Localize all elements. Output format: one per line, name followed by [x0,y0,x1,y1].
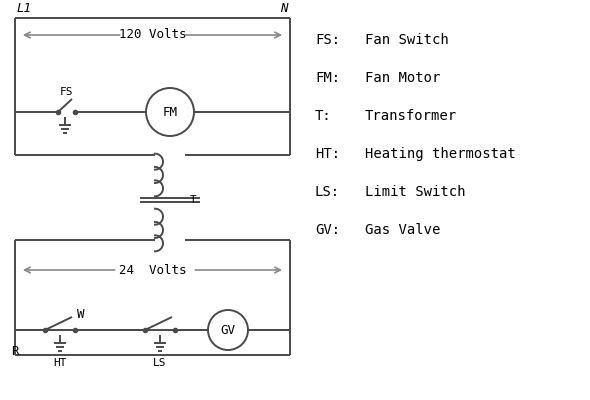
Text: T:: T: [315,109,332,123]
Text: FS:: FS: [315,33,340,47]
Text: GV: GV [221,324,235,336]
Text: LS:: LS: [315,185,340,199]
Text: Gas Valve: Gas Valve [365,223,440,237]
Text: HT: HT [53,358,67,368]
Text: Transformer: Transformer [365,109,457,123]
Text: FM:: FM: [315,71,340,85]
Text: Fan Switch: Fan Switch [365,33,449,47]
Circle shape [146,88,194,136]
Text: FS: FS [60,87,74,97]
Text: Heating thermostat: Heating thermostat [365,147,516,161]
Text: HT:: HT: [315,147,340,161]
Text: GV:: GV: [315,223,340,237]
Circle shape [208,310,248,350]
Text: T: T [190,195,196,205]
Text: LS: LS [153,358,167,368]
Text: 120 Volts: 120 Volts [119,28,186,42]
Text: 24  Volts: 24 Volts [119,264,186,276]
Text: R: R [11,345,19,358]
Text: Fan Motor: Fan Motor [365,71,440,85]
Text: L1: L1 [17,2,32,15]
Text: Limit Switch: Limit Switch [365,185,466,199]
Text: FM: FM [162,106,178,118]
Text: W: W [77,308,84,322]
Text: N: N [280,2,288,15]
